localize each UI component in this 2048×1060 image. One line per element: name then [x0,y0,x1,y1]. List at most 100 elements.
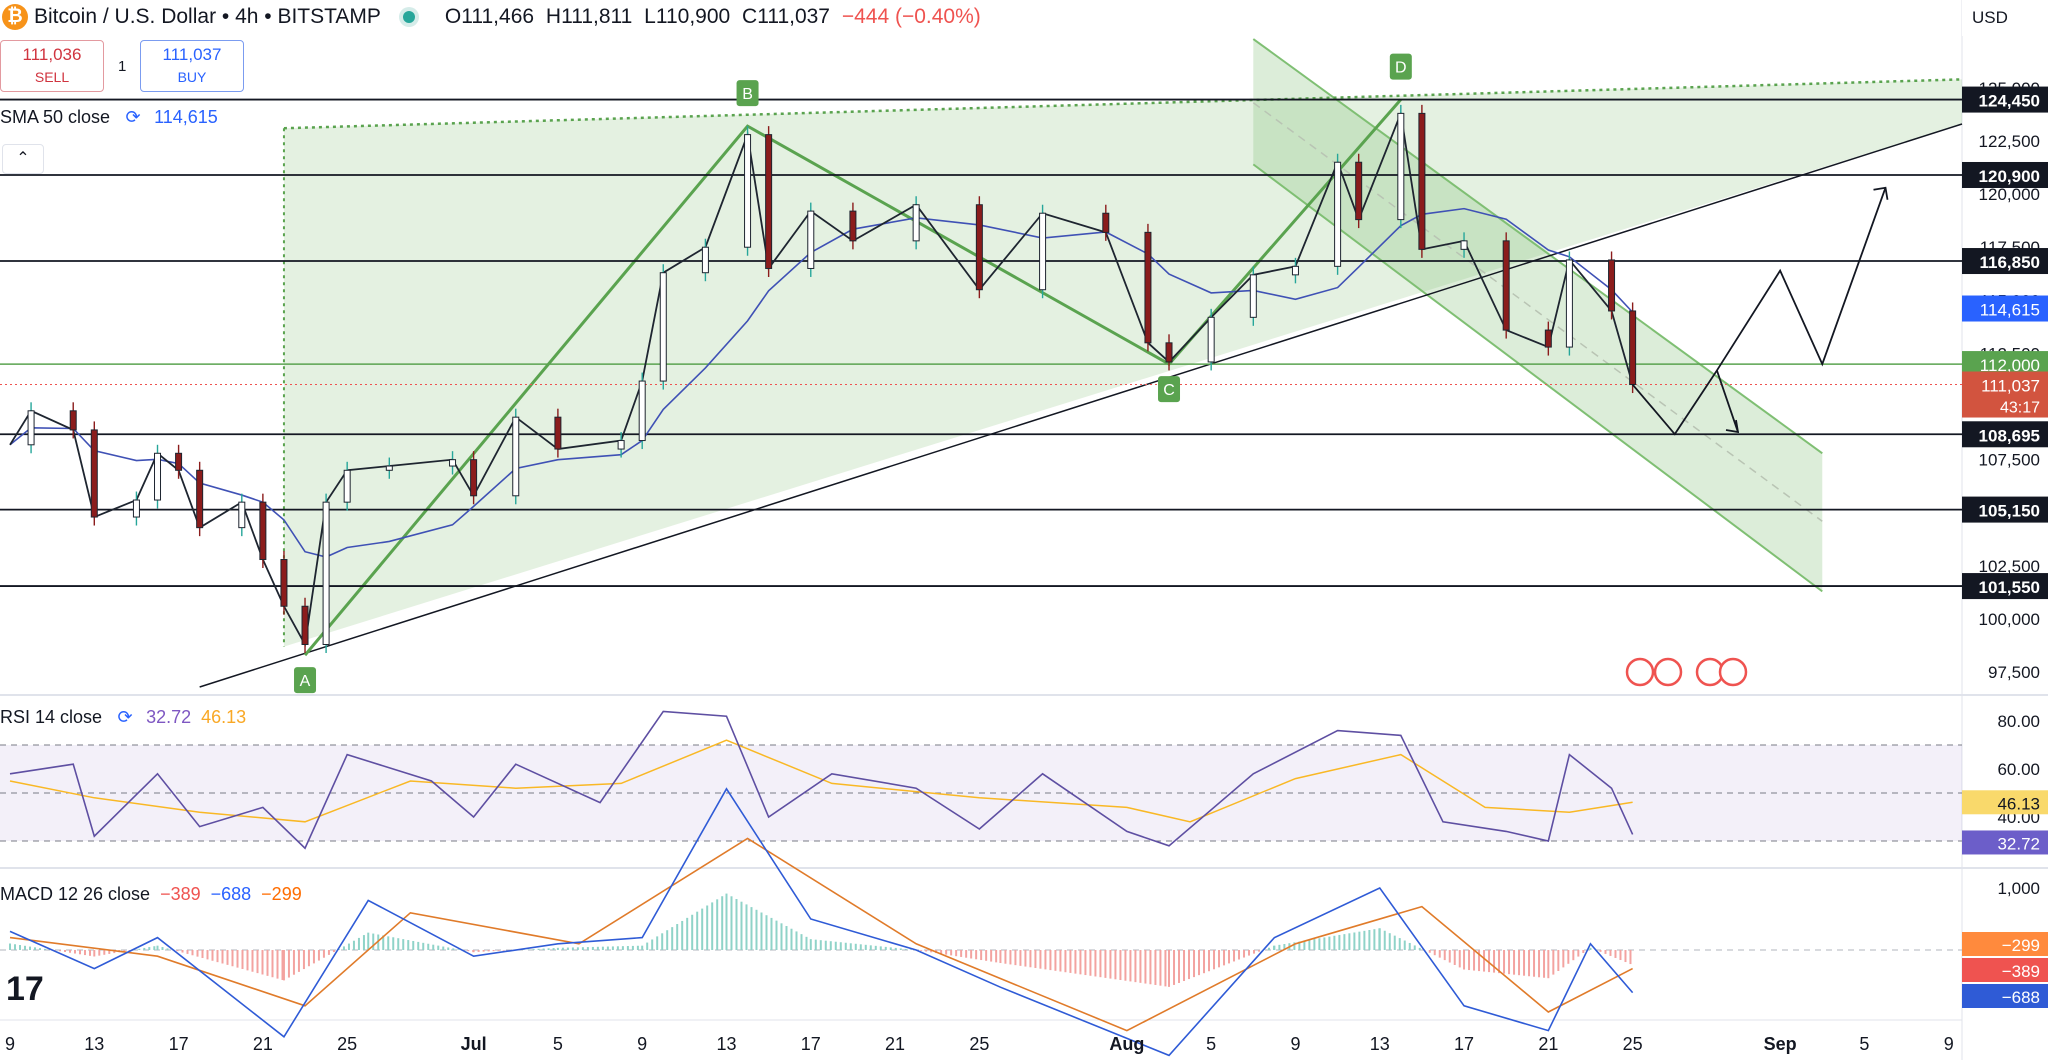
candle-body [385,465,393,471]
macd-value-tag-label: −299 [2002,936,2040,955]
time-tick-label: 17 [801,1034,821,1054]
economic-event-icon [1718,657,1748,687]
collapse-legend-button[interactable]: ⌃ [2,144,44,174]
candle-body [27,410,35,446]
macd-value: −688 [210,884,252,904]
time-tick-label: 9 [1290,1034,1300,1054]
candle-body [849,210,857,242]
time-tick-label: 17 [169,1034,189,1054]
pattern-point-badge [1389,53,1412,80]
buy-label: BUY [177,69,207,85]
candle-body [322,501,330,645]
macd-value-tag [1962,958,2048,982]
change-value: −444 (−0.40%) [841,5,981,28]
candle-body [1565,259,1573,348]
time-tick-label: 17 [1454,1034,1474,1054]
time-tick-label: 9 [5,1034,15,1054]
macd-tick-label: 1,000 [1997,879,2040,898]
price-line [9,109,1634,648]
price-tick-label: 122,500 [1979,132,2040,151]
candle-body [701,246,709,274]
symbol-header: ₿ Bitcoin / U.S. Dollar • 4h • BITSTAMP … [0,0,987,34]
level-price-label: 124,450 [1979,92,2040,111]
candle-body [1165,342,1173,363]
macd-signal-line [9,837,1633,1032]
candle-body [638,380,646,442]
pattern-point-badge [294,667,317,694]
high-value: H111,811 [545,5,633,28]
wedge-shading [283,79,1962,647]
candle-body [1355,161,1363,221]
last-price-tag [1962,371,2048,418]
candle-body [175,452,183,471]
sell-price: 111,036 [22,45,82,64]
alt-projection-arrow [1716,370,1739,433]
candle-body [1249,274,1257,318]
candle-body [1291,265,1299,276]
candle-body [238,501,246,529]
macd-value-tag [1962,932,2048,956]
rsi-line [9,710,1634,850]
channel-lower-line [1252,163,1823,593]
level-price-tag [1962,248,2048,275]
rsi-value-tag [1962,830,2048,855]
time-tick-label: Aug [1109,1034,1144,1054]
price-tick-label: 102,500 [1979,557,2040,576]
candle-body [196,469,204,529]
buy-button[interactable]: 111,037 BUY [140,40,244,92]
candle-body [1039,212,1047,291]
sma-legend[interactable]: SMA 50 close ⟳ 114,615 [0,106,218,128]
pattern-point-label: A [300,673,311,690]
level-price-tag [1962,421,2048,448]
quantity-value[interactable]: 1 [118,58,127,75]
candle-body [1397,112,1405,221]
candle-body [617,440,625,450]
time-tick-label: 5 [553,1034,563,1054]
channel-mid-line [1252,102,1823,522]
symbol-title[interactable]: Bitcoin / U.S. Dollar • 4h • BITSTAMP [34,5,381,28]
sell-button[interactable]: 111,036 SELL [0,40,104,92]
price-tick-label: 100,000 [1979,610,2040,629]
macd-legend[interactable]: MACD 12 26 close −389 −688 −299 [0,884,302,905]
currency-selector[interactable]: USD [1962,0,2048,36]
level-price-label: 116,850 [1979,253,2040,272]
time-tick-label: 13 [716,1034,736,1054]
sell-label: SELL [34,69,70,85]
candle-body [1334,161,1342,267]
last-price-label: 111,037 [1981,377,2040,396]
candle-body [343,469,351,503]
channel-upper-line [1252,38,1823,455]
candle-body [659,272,667,382]
candle-body [1207,316,1215,363]
candle-body [1144,231,1152,344]
candle-body [554,416,562,450]
candle-body [512,416,520,497]
open-value: O111,466 [444,5,535,28]
time-tick-label: Sep [1764,1034,1797,1054]
economic-event-icon [1653,657,1683,687]
candle-body [69,410,77,431]
refresh-icon[interactable]: ⟳ [117,707,133,727]
level-price-label: 101,550 [1979,578,2040,597]
candle-body [1418,112,1426,250]
rsi-legend[interactable]: RSI 14 close ⟳ 32.72 46.13 [0,706,246,728]
sma-value: 114,615 [154,106,218,127]
refresh-icon[interactable]: ⟳ [125,107,141,127]
pattern-point-label: D [1395,60,1407,77]
sma-price-tag [1962,295,2048,322]
bitcoin-logo-icon: ₿ [2,4,28,30]
macd-line [9,787,1634,1057]
pattern-point-badge [1158,376,1181,403]
candle-body [744,134,752,248]
bar-countdown-label: 43:17 [2000,400,2040,417]
green-level-label: 112,000 [1980,356,2040,375]
candle-body [259,501,267,561]
macd-value-tag-label: −688 [2002,988,2040,1007]
abcd-pattern-line [303,98,1402,657]
level-price-label: 105,150 [1979,502,2040,521]
level-price-tag [1962,86,2048,113]
level-price-label: 108,695 [1979,426,2040,445]
economic-event-icon [1625,657,1655,687]
price-tick-label: 97,500 [1988,663,2040,682]
